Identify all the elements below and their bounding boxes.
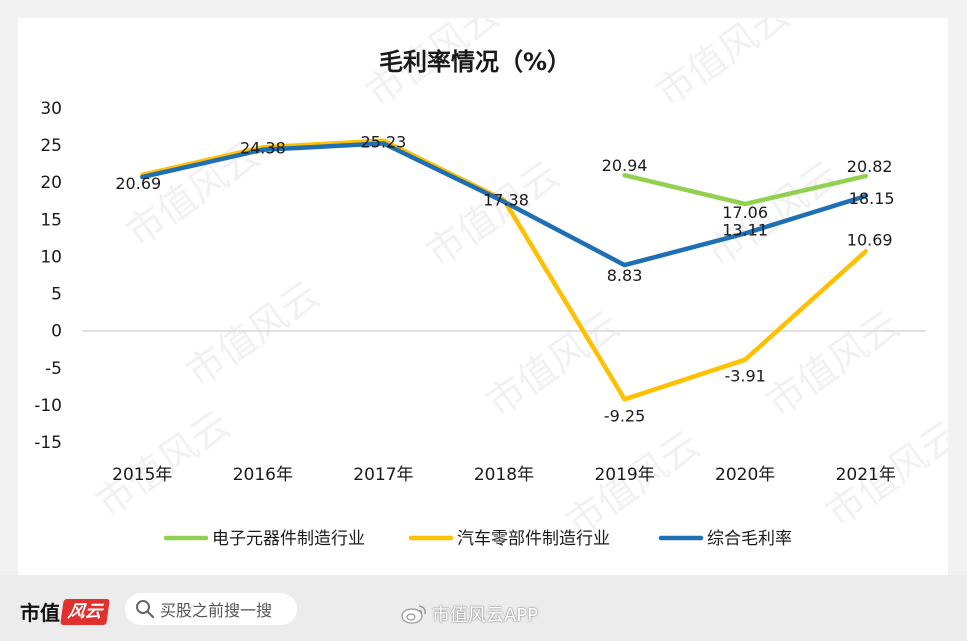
y-tick-label: 15 [40,210,62,230]
data-label-layer: 20.94 17.06 20.82 -9.25 -3.91 10.69 20.69 24.38… [115,132,894,425]
chart-card: 市值风云 市值风云 市值风云 市值风云 市值风云 市值风云 市值风云 市值风云 市值风云 市值风云… [18,18,948,575]
y-tick-label: 10 [40,247,62,267]
search-icon [136,600,155,619]
data-label: 17.06 [722,203,768,222]
data-label: -9.25 [604,406,645,425]
y-axis: 30 25 20 15 10 5 0 -5 -10 -15 [34,99,62,453]
watermark-text: 市值风云 [178,272,328,395]
legend-item-1: 汽车零部件制造行业 [408,529,610,549]
watermark-text: 市值风云 [88,402,238,525]
data-label: 20.94 [602,156,648,175]
series-line-2 [140,141,868,268]
watermark-text: 市值风云 [698,152,848,275]
y-tick-label: 0 [51,322,62,342]
search-placeholder: 买股之前搜一搜 [160,601,273,620]
brand-badge: 风云 [60,598,110,625]
y-tick-label: 20 [40,173,62,193]
y-tick-label: 25 [40,136,62,156]
x-tick-label: 2019年 [594,465,654,485]
series-layer [140,138,868,402]
data-label: 20.69 [115,174,161,193]
search-input[interactable]: 买股之前搜一搜 [125,593,297,625]
data-label: 18.15 [849,189,895,208]
chart-title: 毛利率情况（%） [379,48,571,76]
data-label: 10.69 [847,230,893,249]
watermark-text: 市值风云 [758,302,908,425]
legend: 电子元器件制造行业 汽车零部件制造行业 综合毛利率 [163,529,792,549]
legend-label: 电子元器件制造行业 [212,529,365,549]
legend-item-2: 综合毛利率 [658,529,792,549]
brand-logo: 市值 风云 [20,597,110,626]
x-tick-label: 2017年 [353,465,413,485]
series-line-0 [622,172,868,207]
weibo-text: 市值风云APP [432,605,539,626]
y-tick-label: -5 [45,359,62,379]
x-tick-label: 2018年 [474,465,534,485]
data-label: 24.38 [240,139,286,158]
weibo-handle: 市值风云APP [400,601,538,627]
y-tick-label: 30 [40,99,62,119]
data-label: 13.11 [722,220,768,239]
x-axis: 2015年 2016年 2017年 2018年 2019年 2020年 2021年 [112,465,896,485]
x-tick-label: 2015年 [112,465,172,485]
weibo-icon [401,605,426,624]
x-tick-label: 2020年 [715,465,775,485]
y-tick-label: 5 [51,285,62,305]
y-tick-label: -15 [34,433,62,453]
legend-item-0: 电子元器件制造行业 [163,529,365,549]
data-label: 25.23 [361,132,407,151]
legend-label: 汽车零部件制造行业 [457,529,610,549]
brand-prefix: 市值 [20,601,60,625]
watermark-text: 市值风云 [648,18,798,115]
x-tick-label: 2021年 [836,465,896,485]
data-label: 20.82 [847,157,893,176]
legend-label: 综合毛利率 [707,529,792,549]
data-label: -3.91 [724,367,765,386]
x-tick-label: 2016年 [233,465,293,485]
y-tick-label: -10 [34,396,62,416]
data-label: 17.38 [483,191,529,210]
footer-bar: 市值 风云 买股之前搜一搜 市值风云APP [0,575,967,641]
data-label: 8.83 [607,266,643,285]
